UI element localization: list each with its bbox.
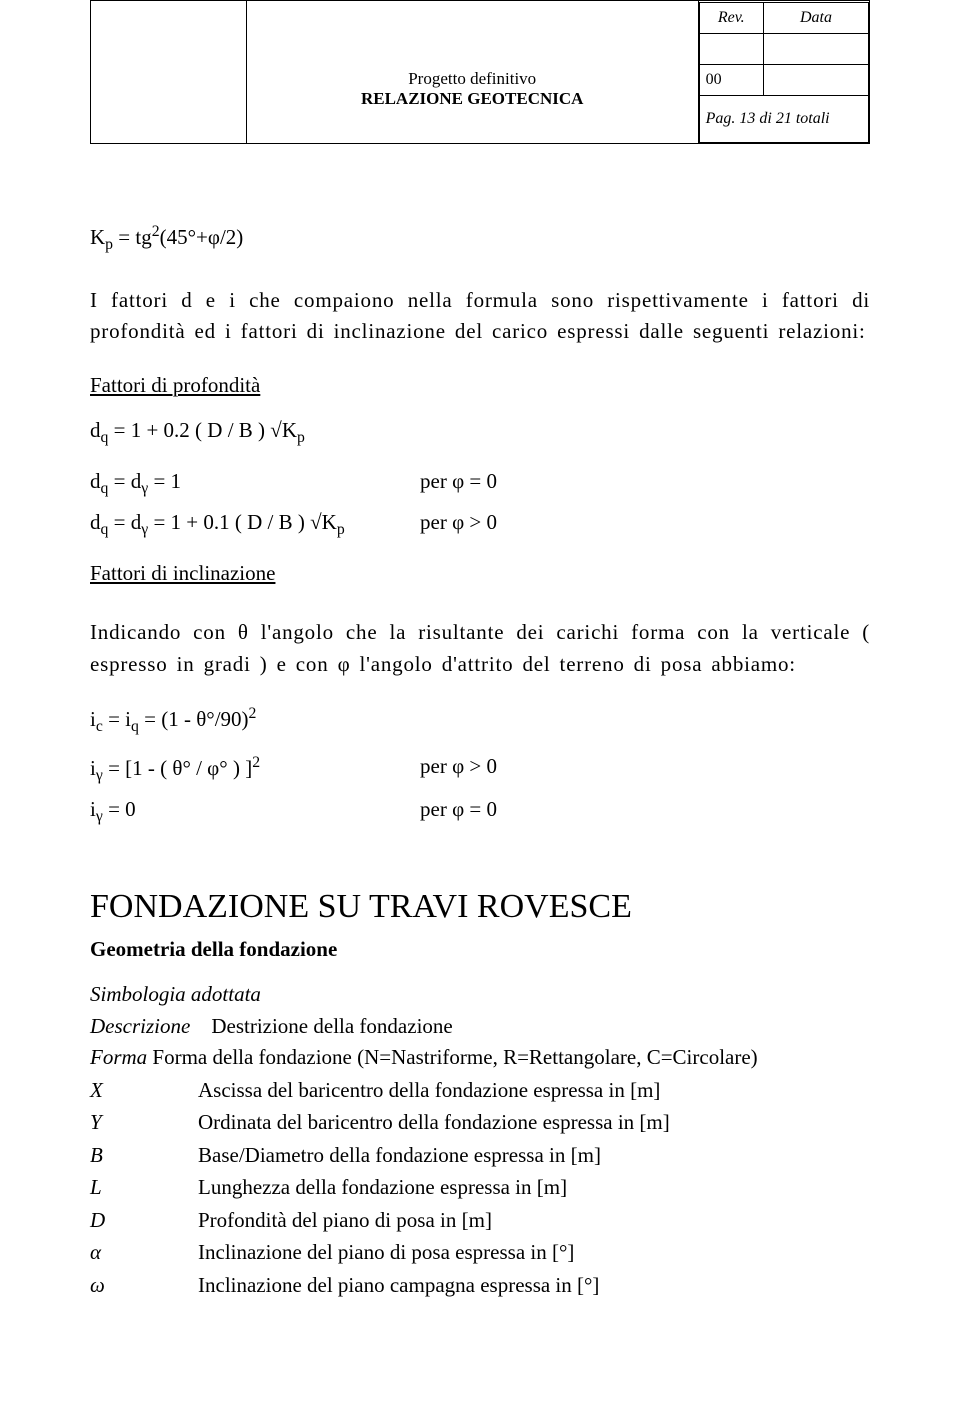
symbol-row: ωInclinazione del piano campagna espress… <box>90 1270 870 1302</box>
dq-dgamma-2-left: dq = dγ = 1 + 0.1 ( D / B ) √Kp <box>90 507 420 542</box>
dq-dgamma-2-right: per φ > 0 <box>420 507 497 542</box>
igamma-2-right: per φ = 0 <box>420 794 497 829</box>
project-line1: Progetto definitivo <box>248 69 697 89</box>
kp-eq-rest: = tg <box>113 225 152 249</box>
desc-label: Descrizione <box>90 1014 190 1038</box>
symbol-list: XAscissa del baricentro della fondazione… <box>90 1075 870 1302</box>
symbol-row: αInclinazione del piano di posa espressa… <box>90 1237 870 1269</box>
sym-L: L <box>90 1172 198 1204</box>
desc-line: Descrizione Destrizione della fondazione <box>90 1011 870 1043</box>
depth-factors-heading: Fattori di profondità <box>90 370 870 402</box>
dq-tail: = 1 + 0.2 ( D / B ) √K <box>108 418 297 442</box>
ig1c: = [1 - ( θ° / φ° ) ] <box>103 756 252 780</box>
ic-iq-equation: ic = iq = (1 - θ°/90)2 <box>90 702 870 739</box>
sym-alpha-text: Inclinazione del piano di posa espressa … <box>198 1240 574 1264</box>
document-page: Progetto definitivo RELAZIONE GEOTECNICA… <box>0 0 960 1408</box>
r1e: = 1 <box>148 469 181 493</box>
forma-line: Forma Forma della fondazione (N=Nastrifo… <box>90 1042 870 1074</box>
kp-sup: 2 <box>152 223 160 240</box>
sym-omega-text: Inclinazione del piano campagna espressa… <box>198 1273 599 1297</box>
section-title: FONDAZIONE SU TRAVI ROVESCE <box>90 881 870 932</box>
sym-L-text: Lunghezza della fondazione espressa in [… <box>198 1175 567 1199</box>
sym-B-text: Base/Diametro della fondazione espressa … <box>198 1143 601 1167</box>
rev-value: 00 <box>699 64 763 95</box>
symbol-row: XAscissa del baricentro della fondazione… <box>90 1075 870 1107</box>
ig1b: γ <box>96 767 103 784</box>
igamma-2-row: iγ = 0 per φ = 0 <box>90 794 870 829</box>
igamma-1-row: iγ = [1 - ( θ° / φ° ) ]2 per φ > 0 <box>90 751 870 788</box>
sym-omega: ω <box>90 1270 198 1302</box>
forma-text: Forma della fondazione (N=Nastriforme, R… <box>147 1045 758 1069</box>
data-blank <box>763 33 868 64</box>
symbol-row: YOrdinata del baricentro della fondazion… <box>90 1107 870 1139</box>
igamma-1-right: per φ > 0 <box>420 751 497 788</box>
intro-paragraph: I fattori d e i che compaiono nella form… <box>90 285 870 348</box>
ig2b: γ <box>96 808 103 825</box>
sym-X: X <box>90 1075 198 1107</box>
dq-d: d <box>90 418 101 442</box>
dq-dgamma-1-row: dq = dγ = 1 per φ = 0 <box>90 466 870 501</box>
inclination-paragraph: Indicando con θ l'angolo che la risultan… <box>90 617 870 680</box>
sym-D: D <box>90 1205 198 1237</box>
sym-B: B <box>90 1140 198 1172</box>
sym-D-text: Profondità del piano di posa in [m] <box>198 1208 492 1232</box>
ig2c: = 0 <box>103 797 136 821</box>
r2c: = d <box>108 510 141 534</box>
kp-tail: (45°+φ/2) <box>160 225 244 249</box>
section-subhead: Geometria della fondazione <box>90 934 870 966</box>
r2e: = 1 + 0.1 ( D / B ) √K <box>148 510 337 534</box>
symbol-row: LLunghezza della fondazione espressa in … <box>90 1172 870 1204</box>
header-table: Progetto definitivo RELAZIONE GEOTECNICA… <box>90 0 870 144</box>
icd: q <box>131 718 139 735</box>
symbology-label: Simbologia adottata <box>90 979 870 1011</box>
dq-equation: dq = 1 + 0.2 ( D / B ) √Kp <box>90 415 870 450</box>
kp-K: K <box>90 225 105 249</box>
dq-dgamma-2-row: dq = dγ = 1 + 0.1 ( D / B ) √Kp per φ > … <box>90 507 870 542</box>
header-meta-cell: Rev. Data 00 Pag. 13 di 21 totali <box>698 1 869 144</box>
icf: 2 <box>249 705 257 722</box>
header-logo-cell <box>91 1 247 144</box>
header-meta-table: Rev. Data 00 Pag. 13 di 21 totali <box>699 2 869 143</box>
rev-label: Rev. <box>699 2 763 33</box>
kp-sub: p <box>105 236 113 253</box>
dq-tail-sub: p <box>297 430 305 447</box>
project-line2: RELAZIONE GEOTECNICA <box>248 89 697 109</box>
page-content: Kp = tg2(45°+φ/2) I fattori d e i che co… <box>90 220 870 1301</box>
data-label: Data <box>763 2 868 33</box>
icc: = i <box>103 707 131 731</box>
r1a: d <box>90 469 101 493</box>
kp-equation: Kp = tg2(45°+φ/2) <box>90 220 870 257</box>
dq-dgamma-1-left: dq = dγ = 1 <box>90 466 420 501</box>
r2f: p <box>337 521 345 538</box>
desc-text: Destrizione della fondazione <box>211 1014 452 1038</box>
data-value <box>763 64 868 95</box>
r1c: = d <box>108 469 141 493</box>
ig1d: 2 <box>252 754 260 771</box>
sym-alpha: α <box>90 1237 198 1269</box>
dq-dgamma-1-right: per φ = 0 <box>420 466 497 501</box>
icb: c <box>96 718 103 735</box>
rev-blank <box>699 33 763 64</box>
sym-Y: Y <box>90 1107 198 1139</box>
igamma-1-left: iγ = [1 - ( θ° / φ° ) ]2 <box>90 751 420 788</box>
sym-Y-text: Ordinata del baricentro della fondazione… <box>198 1110 670 1134</box>
page-number: Pag. 13 di 21 totali <box>699 95 868 142</box>
sym-X-text: Ascissa del baricentro della fondazione … <box>198 1078 660 1102</box>
symbol-row: BBase/Diametro della fondazione espressa… <box>90 1140 870 1172</box>
symbol-row: DProfondità del piano di posa in [m] <box>90 1205 870 1237</box>
r2a: d <box>90 510 101 534</box>
igamma-2-left: iγ = 0 <box>90 794 420 829</box>
ice: = (1 - θ°/90) <box>139 707 249 731</box>
header-title-cell: Progetto definitivo RELAZIONE GEOTECNICA <box>246 1 698 144</box>
forma-label: Forma <box>90 1045 147 1069</box>
inclination-factors-heading: Fattori di inclinazione <box>90 558 870 590</box>
